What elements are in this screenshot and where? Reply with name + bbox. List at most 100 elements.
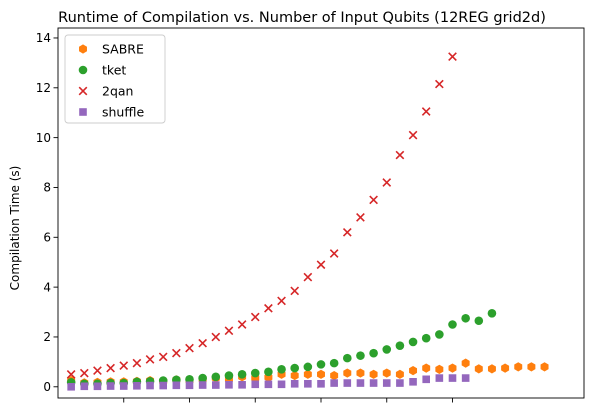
y-axis-label: Compilation Time (s) — [8, 166, 22, 291]
tket-point — [487, 308, 497, 318]
shuffle-point — [80, 382, 89, 391]
2qan-point — [369, 195, 378, 205]
2qan-point — [132, 358, 142, 368]
legend-marker-sabre — [79, 44, 87, 54]
2qan-point — [277, 296, 286, 306]
2qan-point — [264, 303, 273, 313]
y-tick-label: 12 — [36, 81, 51, 95]
2qan-point — [171, 348, 181, 358]
y-tick-label: 4 — [43, 280, 51, 294]
sabre-point — [422, 363, 431, 373]
legend-marker-shuffle — [79, 108, 87, 116]
legend-entry-sabre: SABRE — [79, 41, 144, 56]
shuffle-point — [317, 379, 325, 388]
tket-point — [290, 363, 300, 373]
shuffle-point — [146, 381, 154, 390]
shuffle-point — [238, 380, 246, 389]
shuffle-point — [396, 379, 404, 387]
shuffle-point — [369, 379, 378, 387]
2qan-point — [395, 150, 405, 160]
shuffle-point — [67, 382, 75, 391]
y-tick-label: 14 — [36, 31, 51, 45]
sabre-point — [343, 368, 352, 378]
y-tick-label: 2 — [43, 330, 51, 344]
y-tick-label: 6 — [43, 230, 51, 244]
tket-point — [211, 372, 221, 382]
tket-point — [395, 341, 405, 350]
y-tick-label: 8 — [43, 181, 51, 195]
2qan-point — [342, 227, 352, 237]
tket-point — [408, 337, 418, 347]
2qan-point — [224, 326, 234, 336]
2qan-point — [382, 178, 392, 187]
2qan-point — [145, 355, 155, 364]
2qan-point — [119, 361, 129, 370]
y-tick-label: 0 — [43, 380, 51, 394]
sabre-point — [487, 364, 496, 374]
sabre-point — [369, 369, 378, 379]
2qan-point — [421, 107, 431, 116]
shuffle-point — [198, 381, 207, 389]
series-shuffle — [67, 374, 470, 391]
2qan-point — [106, 363, 115, 373]
2qan-point — [66, 369, 76, 379]
shuffle-point — [93, 382, 102, 391]
shuffle-point — [185, 381, 194, 390]
legend-label: SABRE — [102, 41, 144, 56]
plot-area — [66, 52, 549, 391]
tket-point — [198, 373, 207, 383]
tket-point — [461, 313, 470, 323]
2qan-point — [198, 338, 208, 348]
sabre-point — [303, 369, 312, 379]
sabre-point — [395, 369, 404, 379]
legend-entry-2qan: 2qan — [78, 83, 133, 98]
shuffle-point — [212, 381, 220, 389]
tket-point — [277, 365, 286, 374]
shuffle-point — [264, 380, 273, 389]
tket-point — [303, 362, 313, 372]
shuffle-point — [159, 381, 167, 390]
2qan-point — [434, 79, 444, 89]
shuffle-point — [251, 380, 260, 389]
legend-entry-tket: tket — [78, 62, 126, 77]
sabre-point — [448, 363, 457, 373]
legend-entry-shuffle: shuffle — [79, 104, 144, 119]
shuffle-point — [106, 382, 115, 390]
shuffle-point — [304, 379, 312, 388]
series-2qan — [66, 52, 457, 379]
legend-box — [64, 34, 166, 124]
shuffle-point — [435, 374, 444, 382]
tket-point — [343, 353, 352, 363]
shuffle-point — [422, 375, 430, 384]
shuffle-point — [172, 381, 181, 390]
tket-point — [382, 345, 392, 354]
2qan-point — [185, 343, 194, 353]
tket-point — [435, 330, 444, 339]
sabre-point — [474, 364, 483, 374]
sabre-point — [330, 370, 339, 381]
2qan-point — [303, 272, 313, 282]
sabre-point — [382, 368, 391, 378]
sabre-point — [527, 362, 536, 372]
legend-label: tket — [102, 62, 126, 77]
2qan-point — [250, 312, 260, 322]
shuffle-point — [119, 382, 128, 390]
tket-point — [237, 370, 247, 379]
shuffle-point — [330, 379, 338, 387]
2qan-point — [408, 130, 418, 140]
2qan-point — [290, 286, 300, 296]
2qan-point — [158, 352, 168, 362]
legend: SABRE tket 2qan shuffle — [64, 34, 166, 124]
sabre-point — [501, 363, 510, 373]
shuffle-point — [225, 380, 233, 389]
2qan-point — [79, 368, 89, 378]
sabre-point — [540, 362, 549, 372]
legend-label: shuffle — [102, 104, 144, 119]
shuffle-point — [343, 379, 352, 387]
tket-point — [224, 371, 234, 380]
shuffle-point — [277, 380, 286, 389]
2qan-point — [329, 249, 339, 258]
2qan-point — [237, 320, 247, 329]
shuffle-point — [461, 374, 470, 382]
sabre-point — [356, 368, 365, 378]
